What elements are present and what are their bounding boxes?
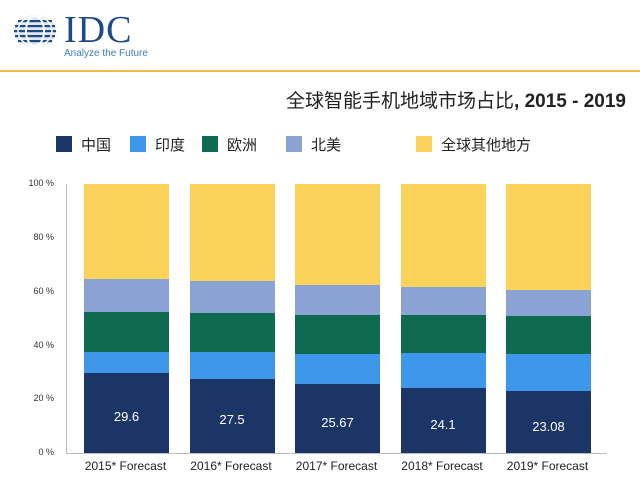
segment-india [84,352,169,374]
data-label: 23.08 [532,418,565,434]
segment-china: 24.1 [400,388,486,453]
legend-item-china: 中国 [56,134,111,154]
legend-label: 印度 [155,135,186,154]
x-tick: 2017* Forecast [295,459,378,473]
chart-title-main: 全球智能手机地域市场占比 [286,90,515,112]
segment-india [189,352,275,380]
segment-europe [506,315,591,354]
legend-swatch [416,136,432,152]
legend-label: 全球其他地方 [441,135,532,154]
data-label: 27.5 [219,412,245,428]
legend-item-europe: 欧洲 [202,134,257,154]
segment-china: 23.08 [506,390,591,453]
chart-legend: 中国 印度 欧洲 北美 全球其他地方 [56,134,636,154]
legend-item-rest-of-world: 全球其他地方 [416,134,531,154]
logo-tagline: Analyze the Future [64,48,148,59]
y-tick: 0 % [38,447,54,457]
segment-rest-of-world [189,184,275,281]
segment-rest-of-world [400,184,486,288]
x-tick: 2018* Forecast [401,459,483,473]
chart-title-years: , 2015 - 2019 [514,91,626,112]
globe-icon [14,15,56,47]
header-divider [0,70,640,72]
y-tick: 40 % [33,340,54,350]
segment-europe [295,314,380,354]
segment-north-america [84,278,169,312]
segment-china: 29.6 [84,373,169,453]
segment-rest-of-world [506,184,591,291]
bar-2018: 24.1 [400,184,486,453]
chart-title: 全球智能手机地域市场占比, 2015 - 2019 [286,86,626,113]
segment-north-america [506,290,591,316]
segment-china: 27.5 [189,379,275,453]
bar-2016: 27.5 [189,184,275,453]
segment-north-america [295,284,380,315]
legend-swatch [56,136,72,152]
legend-label: 中国 [81,135,112,154]
bar-2015: 29.6 [84,184,169,453]
legend-swatch [130,136,146,152]
data-label: 24.1 [430,417,456,433]
legend-swatch [202,136,218,152]
segment-europe [189,313,275,353]
idc-logo: IDC Analyze the Future [12,10,172,60]
x-tick: 2015* Forecast [84,459,167,473]
x-tick: 2016* Forecast [190,459,272,473]
y-tick: 100 % [28,178,54,188]
legend-label: 欧洲 [227,135,258,154]
x-tick: 2019* Forecast [506,459,589,473]
y-tick: 60 % [33,286,54,296]
segment-europe [400,315,486,354]
segment-north-america [400,287,486,316]
y-tick: 80 % [33,232,54,242]
bar-2019: 23.08 [506,184,591,453]
segment-rest-of-world [295,184,380,285]
plot-area: 29.6 27.5 25.67 24.1 23.08 [66,184,607,454]
segment-india [400,353,486,389]
segment-china: 25.67 [295,383,380,453]
segment-india [295,353,380,384]
data-label: 29.6 [113,409,140,425]
bar-2017: 25.67 [295,184,380,453]
y-tick: 20 % [33,393,54,403]
segment-rest-of-world [84,184,169,279]
segment-europe [84,311,169,353]
logo-text: IDC [64,9,133,51]
segment-india [506,353,591,391]
legend-item-india: 印度 [130,134,185,154]
legend-item-north-america: 北美 [286,134,341,154]
segment-north-america [189,280,275,314]
data-label: 25.67 [321,415,354,431]
legend-swatch [286,136,302,152]
legend-label: 北美 [311,135,342,154]
